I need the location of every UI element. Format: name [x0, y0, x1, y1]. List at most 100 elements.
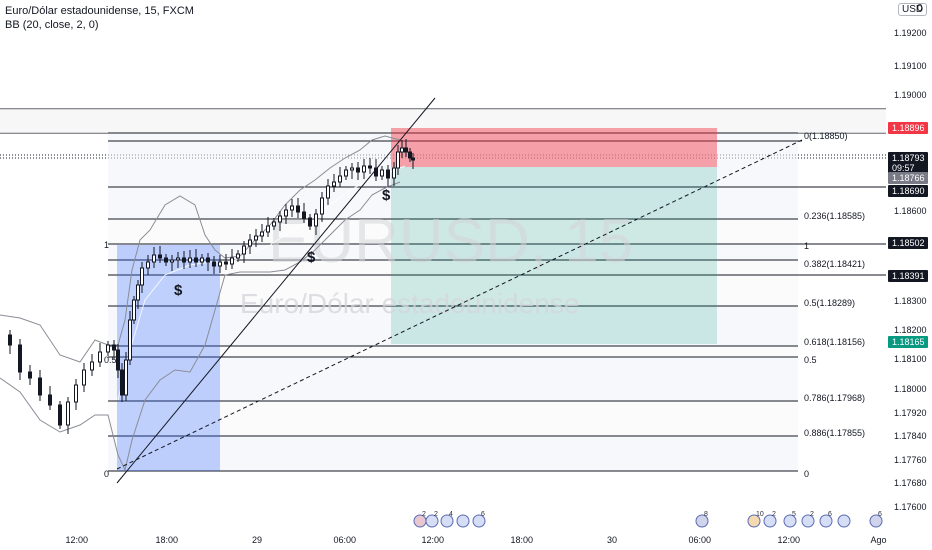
candle — [260, 224, 264, 242]
candle — [176, 252, 180, 268]
candle — [392, 162, 396, 186]
candle — [164, 254, 168, 266]
svg-text:1.18165: 1.18165 — [892, 337, 925, 347]
price-label-stop: 1.18896 — [888, 122, 928, 134]
time-tick: 18:00 — [511, 535, 534, 545]
time-tick: 06:00 — [334, 535, 357, 545]
candle — [302, 203, 306, 223]
price-label-last: 1.18793 — [888, 152, 928, 164]
indicator-legend[interactable]: BB (20, close, 2, 0) — [5, 19, 99, 31]
candle — [308, 214, 312, 230]
event-flag-icon: 2 — [801, 511, 815, 528]
svg-text:2: 2 — [434, 511, 438, 518]
price-tick: 1.17680 — [894, 478, 927, 488]
event-flag-icon: 2 — [425, 511, 439, 528]
candle — [140, 262, 144, 293]
dollar-annotation: $ — [307, 249, 316, 266]
candle — [332, 174, 336, 192]
candle — [188, 250, 192, 268]
svg-text:1.18896: 1.18896 — [892, 123, 925, 133]
event-flag-icon — [456, 514, 470, 528]
price-tick: 1.19000 — [894, 90, 927, 100]
candle — [194, 249, 198, 267]
candle — [254, 229, 258, 247]
left-fib-labels: 10.50 — [104, 240, 117, 479]
price-tick: 1.18200 — [894, 325, 927, 335]
candle — [396, 145, 400, 175]
dollar-annotation: $ — [174, 282, 183, 299]
candle — [404, 139, 408, 157]
candle — [106, 341, 110, 356]
time-tick: Ago — [871, 535, 887, 545]
event-flag-icon: 6 — [472, 511, 486, 528]
svg-text:2: 2 — [772, 511, 776, 518]
event-flag-icon: 4 — [440, 511, 454, 528]
fib-retracement[interactable] — [108, 132, 886, 472]
candle — [38, 370, 42, 401]
time-axis[interactable]: 12:00 18:00 29 06:00 12:00 18:00 30 06:00 12:00 A… — [66, 535, 887, 545]
left-fib-label: 0 — [104, 469, 109, 479]
stop-zone[interactable] — [391, 128, 717, 167]
candle — [82, 363, 86, 392]
price-tick: 1.18300 — [894, 296, 927, 306]
time-tick: 12:00 — [422, 535, 445, 545]
candle — [386, 165, 390, 187]
candle — [411, 153, 415, 169]
candle — [200, 254, 204, 266]
svg-text:09:57: 09:57 — [892, 163, 915, 173]
svg-text:1.18766: 1.18766 — [892, 173, 925, 183]
candle — [314, 209, 318, 235]
time-tick: 12:00 — [778, 535, 801, 545]
time-tick: 29 — [252, 535, 262, 545]
svg-text:10: 10 — [756, 511, 764, 518]
economic-events[interactable]: 2 2 4 6 8 10 2 5 2 6 6 — [413, 511, 883, 528]
candle — [170, 255, 174, 271]
fib-level-label: 0.786(1.17968) — [804, 393, 865, 403]
candle — [74, 379, 78, 410]
candle — [182, 251, 186, 269]
trend-line[interactable] — [116, 97, 436, 484]
candle — [338, 167, 342, 187]
event-flag-icon — [837, 514, 851, 528]
candle — [58, 401, 62, 429]
svg-text:6: 6 — [878, 511, 882, 518]
svg-text:1.18502: 1.18502 — [892, 238, 925, 248]
event-flag-icon: 10 — [747, 511, 764, 528]
price-tick: 1.18100 — [894, 354, 927, 364]
candle — [400, 140, 404, 158]
target-zone[interactable] — [391, 167, 717, 344]
time-tick: 06:00 — [689, 535, 712, 545]
annotations[interactable]: $ $ $ — [174, 187, 391, 299]
candle — [48, 386, 52, 410]
candle — [152, 247, 156, 268]
candle — [90, 354, 94, 376]
price-label-line: 1.18391 — [888, 270, 928, 282]
price-axis[interactable]: 1.19200 1.19100 1.19000 1.18600 1.18300 1.182… — [894, 28, 927, 512]
candle — [408, 148, 412, 162]
candle — [272, 218, 276, 230]
event-flag-icon: 2 — [413, 511, 427, 528]
price-tick: 1.18000 — [894, 384, 927, 394]
watermark-name: Euro/Dólar estadounidense — [240, 288, 579, 319]
bollinger-bands — [0, 135, 406, 472]
candles — [8, 139, 415, 434]
fib-level-label: 0.236(1.18585) — [804, 211, 865, 221]
watermark-symbol: EURUSD, 15 — [268, 207, 633, 276]
candle — [120, 363, 124, 402]
svg-text:1.18690: 1.18690 — [892, 186, 925, 196]
candle — [374, 159, 378, 181]
candle — [248, 234, 252, 254]
fib-level-labels: 0(1.18850) 0.236(1.18585) 1 0.382(1.18421) 0… — [804, 131, 865, 479]
candle — [132, 296, 136, 324]
trend-line-dashed[interactable] — [116, 139, 803, 470]
candle — [66, 397, 70, 434]
candle — [362, 159, 366, 179]
candle — [368, 158, 372, 174]
currency-badge[interactable]: USD — [898, 3, 928, 16]
candle — [278, 211, 282, 231]
currency-zero: 0 — [917, 3, 923, 14]
candle — [8, 330, 12, 354]
price-tick: 1.17920 — [894, 408, 927, 418]
candle — [28, 365, 32, 385]
